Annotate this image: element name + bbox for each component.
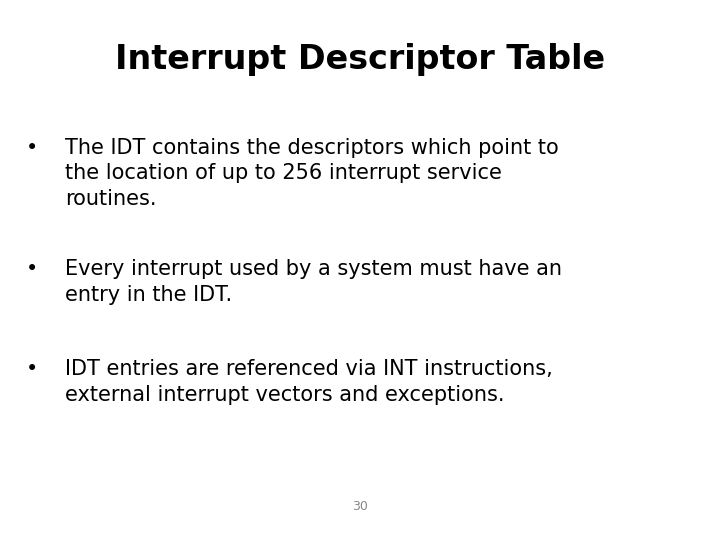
Text: •: • bbox=[26, 259, 39, 279]
Text: 30: 30 bbox=[352, 500, 368, 513]
Text: IDT entries are referenced via INT instructions,
external interrupt vectors and : IDT entries are referenced via INT instr… bbox=[65, 359, 552, 404]
Text: •: • bbox=[26, 359, 39, 379]
Text: Interrupt Descriptor Table: Interrupt Descriptor Table bbox=[115, 43, 605, 76]
Text: •: • bbox=[26, 138, 39, 158]
Text: Every interrupt used by a system must have an
entry in the IDT.: Every interrupt used by a system must ha… bbox=[65, 259, 562, 305]
Text: The IDT contains the descriptors which point to
the location of up to 256 interr: The IDT contains the descriptors which p… bbox=[65, 138, 559, 209]
